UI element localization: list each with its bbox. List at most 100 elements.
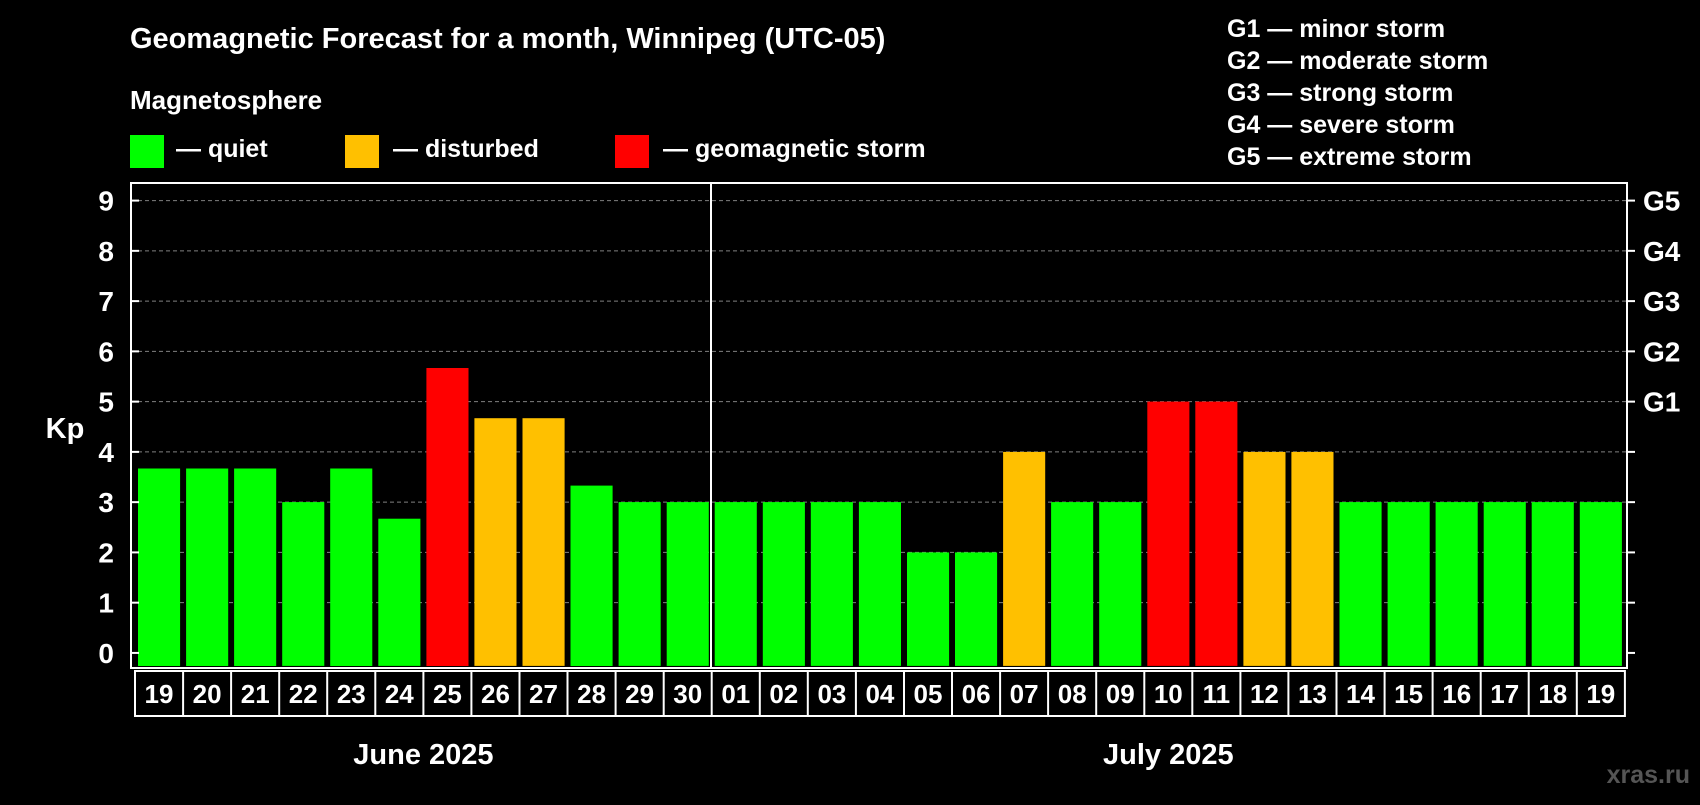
y-axis: 0 1 2 3 4 5 6 7 8 9 (98, 186, 139, 669)
month-labels: June 2025 July 2025 (353, 739, 1233, 771)
date-label: 22 (289, 679, 318, 709)
watermark: xras.ru (1607, 761, 1690, 789)
y-tick-label: 6 (98, 336, 114, 367)
date-label: 28 (577, 679, 606, 709)
bar-quiet (858, 502, 901, 666)
bar-quiet (1051, 502, 1094, 666)
bar-quiet (570, 485, 613, 666)
bar-quiet (378, 518, 421, 666)
date-label: 10 (1154, 679, 1183, 709)
date-label: 02 (769, 679, 798, 709)
storm-scale-g1: G1 — minor storm (1227, 15, 1445, 43)
right-axis: G1 G2 G3 G4 G5 (1627, 186, 1681, 654)
date-label: 16 (1442, 679, 1471, 709)
bar-quiet (618, 502, 661, 666)
right-axis-label-g4: G4 (1643, 236, 1681, 267)
legend-label-storm: — geomagnetic storm (663, 135, 926, 163)
date-label: 01 (721, 679, 750, 709)
bar-quiet (1435, 502, 1478, 666)
storm-scale-g3: G3 — strong storm (1227, 79, 1453, 107)
bar-quiet (1531, 502, 1574, 666)
date-label: 20 (193, 679, 222, 709)
date-label: 19 (145, 679, 174, 709)
date-label: 11 (1203, 679, 1231, 709)
date-label: 14 (1346, 679, 1375, 709)
y-tick-label: 3 (98, 487, 114, 518)
date-label: 04 (865, 679, 894, 709)
bar-quiet (234, 468, 277, 666)
bars (138, 368, 1622, 666)
legend-label-quiet: — quiet (176, 135, 268, 163)
legend-swatch-disturbed (345, 135, 379, 168)
date-label: 06 (962, 679, 991, 709)
date-label: 23 (337, 679, 366, 709)
date-label: 12 (1250, 679, 1279, 709)
right-axis-label-g5: G5 (1643, 186, 1680, 217)
legend-label-disturbed: — disturbed (393, 135, 539, 163)
date-label: 24 (385, 679, 414, 709)
y-tick-label: 1 (98, 588, 114, 619)
date-label: 19 (1586, 679, 1615, 709)
bar-disturbed (1243, 451, 1286, 666)
right-axis-label-g3: G3 (1643, 286, 1680, 317)
date-label: 08 (1058, 679, 1087, 709)
bar-quiet (666, 502, 709, 666)
bar-quiet (1483, 502, 1526, 666)
bar-quiet (138, 468, 181, 666)
right-axis-label-g2: G2 (1643, 336, 1680, 367)
bar-quiet (1579, 502, 1622, 666)
date-label: 26 (481, 679, 510, 709)
bar-quiet (1099, 502, 1142, 666)
bar-quiet (714, 502, 757, 666)
date-label: 05 (914, 679, 943, 709)
bar-quiet (1339, 502, 1382, 666)
date-label: 27 (529, 679, 558, 709)
y-tick-label: 0 (98, 638, 114, 669)
y-tick-label: 5 (98, 387, 114, 418)
date-label: 07 (1010, 679, 1039, 709)
bar-disturbed (1291, 451, 1334, 666)
legend: — quiet — disturbed — geomagnetic storm (130, 135, 926, 168)
month-label-0: June 2025 (353, 739, 493, 771)
y-tick-label: 9 (98, 186, 114, 217)
storm-scale-g4: G4 — severe storm (1227, 111, 1455, 139)
bar-quiet (186, 468, 229, 666)
bar-disturbed (522, 418, 565, 666)
date-label: 03 (817, 679, 846, 709)
bar-disturbed (474, 418, 517, 666)
date-label: 30 (673, 679, 702, 709)
bar-storm (1195, 401, 1238, 666)
legend-heading: Magnetosphere (130, 85, 322, 115)
date-label: 13 (1298, 679, 1327, 709)
right-axis-label-g1: G1 (1643, 387, 1680, 418)
date-label: 15 (1394, 679, 1423, 709)
legend-swatch-quiet (130, 135, 164, 168)
date-label: 17 (1490, 679, 1519, 709)
storm-scale-g2: G2 — moderate storm (1227, 47, 1488, 75)
bar-quiet (907, 552, 950, 666)
y-tick-label: 7 (98, 286, 114, 317)
month-label-1: July 2025 (1103, 739, 1234, 771)
bar-quiet (762, 502, 805, 666)
bar-storm (426, 368, 469, 666)
date-label: 18 (1538, 679, 1567, 709)
y-tick-label: 2 (98, 537, 114, 568)
date-label: 29 (625, 679, 654, 709)
bar-quiet (330, 468, 373, 666)
bar-disturbed (1003, 451, 1046, 666)
date-row-frame (134, 670, 1626, 717)
plot-frame (130, 182, 1628, 669)
y-tick-label: 4 (98, 437, 114, 468)
chart-title: Geomagnetic Forecast for a month, Winnip… (130, 23, 885, 55)
storm-scale: G1 — minor storm G2 — moderate storm G3 … (1227, 15, 1488, 171)
date-label: 25 (433, 679, 462, 709)
date-row: 19 20 21 22 23 24 25 26 27 28 29 30 01 02 03 04 05 06 07 08… (134, 670, 1626, 717)
date-label: 09 (1106, 679, 1135, 709)
bar-quiet (810, 502, 853, 666)
date-label: 21 (241, 679, 270, 709)
bar-storm (1147, 401, 1190, 666)
y-tick-label: 8 (98, 236, 114, 267)
storm-scale-g5: G5 — extreme storm (1227, 143, 1472, 171)
bar-quiet (282, 502, 325, 666)
